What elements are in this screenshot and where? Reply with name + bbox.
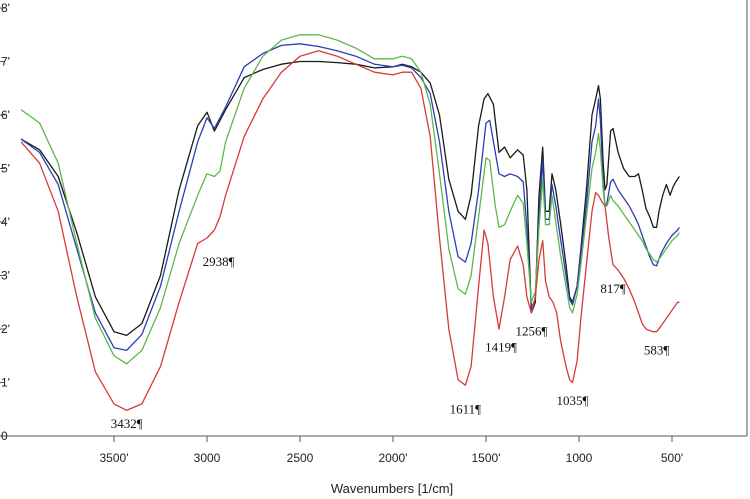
x-tick-label: 1500' xyxy=(472,451,501,465)
y-tick-label: 3' xyxy=(1,269,10,283)
y-tick-label: 2' xyxy=(1,322,10,336)
peak-label: 1419¶ xyxy=(485,340,517,355)
peak-label: 1035¶ xyxy=(557,393,589,408)
x-tick-label: 2500 xyxy=(287,451,314,465)
spectrum-line-2 xyxy=(20,43,680,352)
x-axis-label: Wavenumbers [1/cm] xyxy=(331,481,453,496)
y-tick-label: 7' xyxy=(1,55,10,69)
x-tick-label: 3500' xyxy=(100,451,129,465)
peak-label: 1611¶ xyxy=(450,401,482,416)
x-tick-label: 2000' xyxy=(379,451,408,465)
y-tick-label: 1' xyxy=(1,376,10,390)
peak-annotations: 3432¶ 2938¶ 1611¶ 1419¶1256¶ 1035¶ 817¶ 583¶ xyxy=(111,254,670,431)
spectrum-series xyxy=(20,34,680,411)
peak-label: 3432¶ xyxy=(111,416,143,431)
peak-label: 817¶ xyxy=(600,281,626,296)
y-tick-label: 5' xyxy=(1,162,10,176)
spectrum-line-4 xyxy=(20,50,680,411)
peak-label: 1256¶ xyxy=(515,324,547,339)
y-tick-label: 8' xyxy=(1,1,10,15)
y-tick-label: 4' xyxy=(1,215,10,229)
y-tick-label: 6' xyxy=(1,108,10,122)
y-tick-label: 0 xyxy=(1,429,8,443)
spectrum-line-1 xyxy=(20,60,680,337)
peak-label: 2938¶ xyxy=(203,254,235,269)
x-tick-label: 3000 xyxy=(194,451,221,465)
x-tick-label: 1000 xyxy=(566,451,593,465)
x-tick-label: 500' xyxy=(661,451,683,465)
y-axis-ticks: 0 1' 2' 3' 4' 5' 6' 7' 8' xyxy=(0,1,10,443)
spectrum-line-3 xyxy=(20,34,680,365)
peak-label: 583¶ xyxy=(644,342,670,357)
x-axis-ticks: 3500' 3000 2500 2000' 1500' 1000 500' xyxy=(100,436,683,465)
